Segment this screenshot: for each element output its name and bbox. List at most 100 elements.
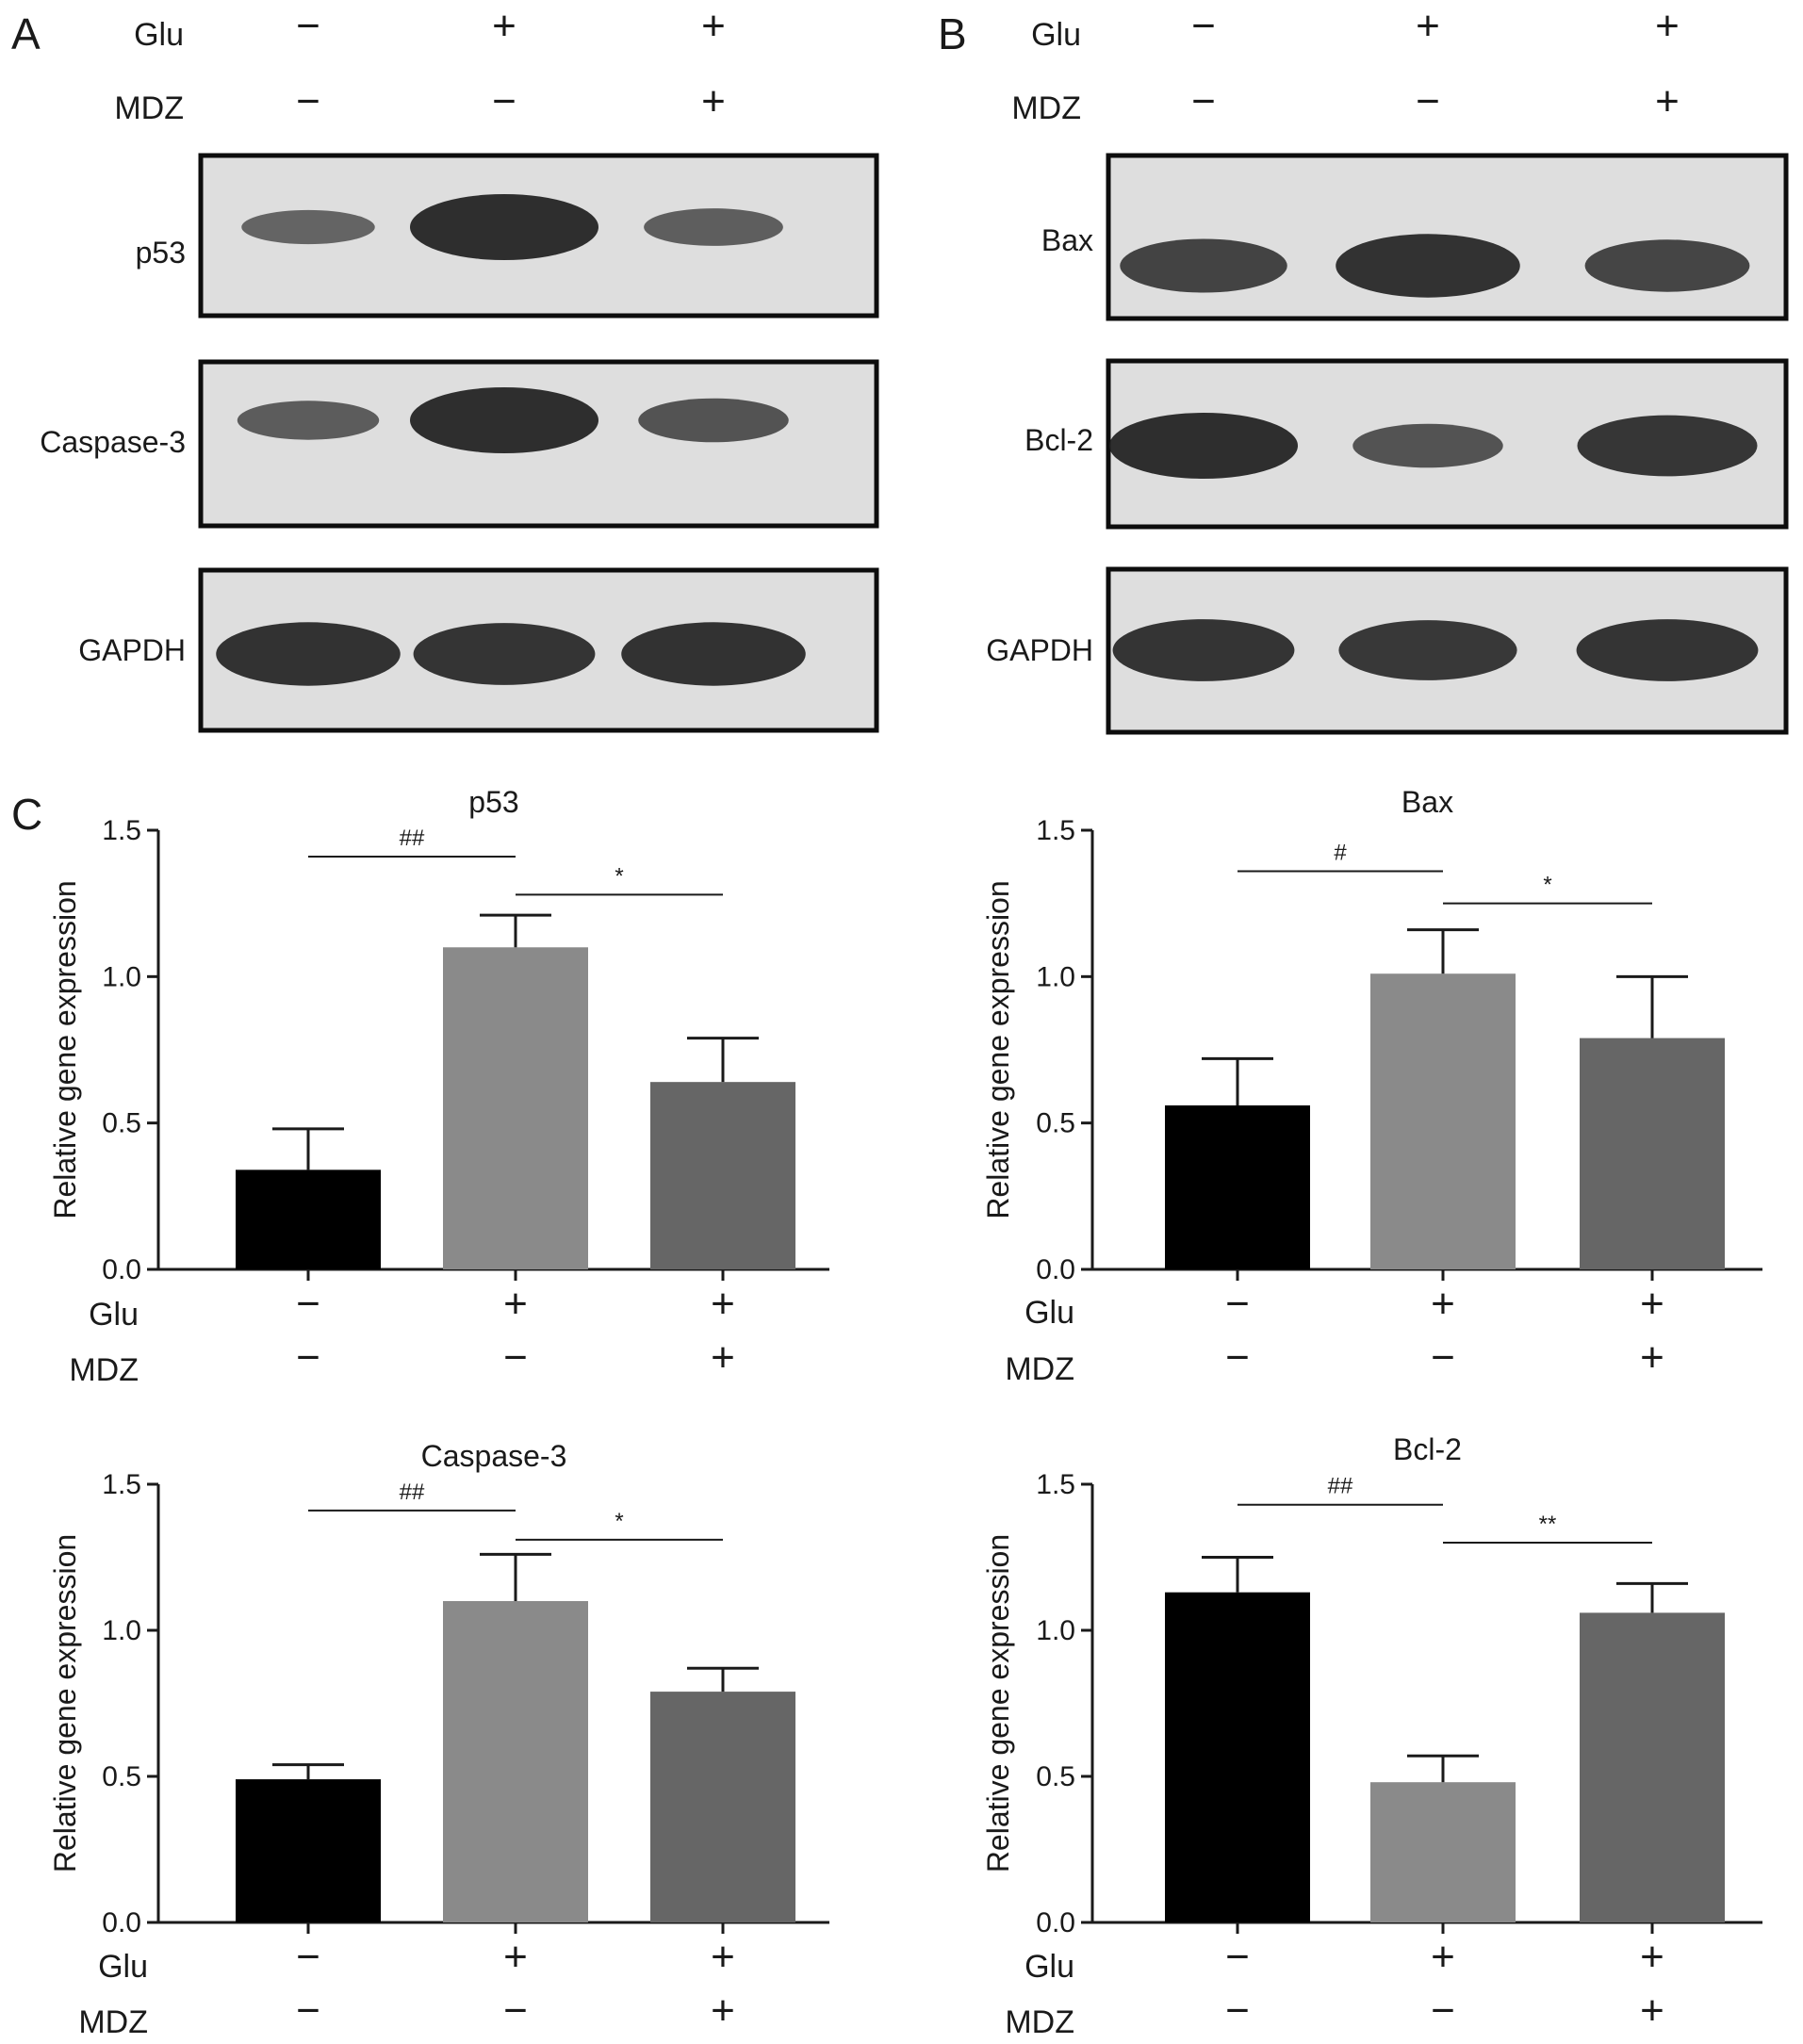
western-blot-caspase-3: Caspase-3 [40,359,879,529]
y-tick-label: 1.5 [1036,815,1075,846]
panel-b-glu-sign: − [1191,3,1216,49]
significance-label: ## [400,1480,425,1505]
chart-title: p53 [468,785,518,819]
glu-sign: + [711,1934,735,1980]
panel-letter-a: A [11,9,41,58]
bar [650,1692,795,1922]
bar-chart-caspase-3: Caspase-3 Relative gene expression 0.0 0.5 1… [48,1439,829,2040]
significance-label: # [1334,840,1347,865]
blot-band [1576,619,1759,681]
blot-band [241,209,375,245]
panel-a-mdz-sign: − [492,78,516,124]
y-tick-label: 1.0 [102,1615,141,1646]
significance-label: ## [400,826,425,851]
blot-band [410,387,598,453]
mdz-sign: − [1225,1987,1250,2034]
bar-chart-bax: Bax Relative gene expression 0.0 0.5 1.0 1.5 #… [981,785,1762,1387]
mdz-sign: − [503,1334,528,1381]
glu-sign: + [503,1281,528,1327]
blot-band [216,622,401,686]
bar [1165,1592,1310,1922]
mdz-sign: − [1431,1334,1455,1381]
chart-title: Caspase-3 [421,1439,567,1473]
western-blot-gapdh: GAPDH [78,567,879,733]
panel-a-mdz-sign: + [701,78,726,124]
glu-row-label: Glu [1024,1295,1074,1331]
y-tick-label: 1.0 [102,961,141,992]
chart-title: Bax [1401,785,1453,819]
panel-b-mdz-sign: + [1655,78,1680,124]
glu-sign: + [1640,1281,1664,1327]
y-tick-label: 0.5 [1036,1108,1075,1139]
y-tick-label: 1.0 [1036,1615,1075,1646]
glu-sign: + [1431,1281,1455,1327]
blot-band [1338,620,1517,680]
blot-label: Bcl-2 [1024,423,1093,457]
mdz-row-label: MDZ [1005,2004,1074,2040]
y-tick-label: 0.5 [1036,1761,1075,1792]
mdz-sign: + [1640,1987,1664,2034]
bar [1580,1038,1725,1269]
glu-sign: + [503,1934,528,1980]
bar [1580,1612,1725,1922]
panel-a-glu-label: Glu [134,17,184,53]
mdz-sign: − [1225,1334,1250,1381]
glu-row-label: Glu [89,1297,139,1333]
y-tick-label: 1.0 [1036,961,1075,992]
panel-a-glu-sign: + [492,3,516,49]
glu-sign: + [711,1281,735,1327]
blot-band [621,622,806,686]
glu-sign: − [296,1281,320,1327]
panel-letter-b: B [938,9,967,58]
y-tick-label: 0.0 [1036,1907,1075,1938]
blot-band [1352,423,1503,468]
significance-label: ** [1539,1512,1557,1537]
bar [1165,1105,1310,1269]
panel-a-mdz-label: MDZ [114,90,184,126]
blot-label: GAPDH [986,633,1093,667]
western-blot-bax: Bax [1041,153,1789,321]
y-tick-label: 0.0 [102,1907,141,1938]
bar [443,947,588,1269]
y-tick-label: 1.5 [1036,1469,1075,1500]
panel-b-mdz-sign: − [1416,78,1440,124]
bar [443,1601,588,1922]
glu-sign: + [1431,1934,1455,1980]
mdz-sign: − [1431,1987,1455,2034]
mdz-sign: − [296,1987,320,2034]
y-tick-label: 0.0 [102,1254,141,1285]
y-tick-label: 0.0 [1036,1254,1075,1285]
blot-label: GAPDH [78,633,186,667]
glu-row-label: Glu [98,1949,148,1985]
bar-chart-bcl-2: Bcl-2 Relative gene expression 0.0 0.5 1.0 1.… [981,1432,1762,2040]
panel-letter-c: C [11,790,42,839]
mdz-row-label: MDZ [78,2004,148,2040]
blot-label: p53 [136,236,186,270]
glu-sign: − [1225,1281,1250,1327]
glu-sign: − [1225,1934,1250,1980]
significance-label: ## [1328,1474,1353,1499]
western-blot-gapdh: GAPDH [986,566,1789,735]
blot-band [413,623,596,685]
blot-label: Bax [1041,223,1093,257]
panel-b-glu-sign: + [1655,3,1680,49]
mdz-sign: + [1640,1334,1664,1381]
blot-band [644,208,783,246]
mdz-sign: − [503,1987,528,2034]
panel-a-mdz-sign: − [296,78,320,124]
y-tick-label: 0.5 [102,1761,141,1792]
blot-band [1112,619,1295,681]
significance-label: * [615,1509,623,1534]
glu-row-label: Glu [1024,1949,1074,1985]
panel-b-glu-label: Glu [1031,17,1081,53]
bar [236,1779,381,1922]
mdz-sign: + [711,1987,735,2034]
panel-b-mdz-label: MDZ [1011,90,1081,126]
panel-a-glu-sign: − [296,3,320,49]
significance-label: * [615,863,623,889]
mdz-row-label: MDZ [69,1352,139,1388]
blot-band [410,194,598,260]
y-axis-label: Relative gene expression [48,880,82,1218]
bar [1370,973,1516,1269]
